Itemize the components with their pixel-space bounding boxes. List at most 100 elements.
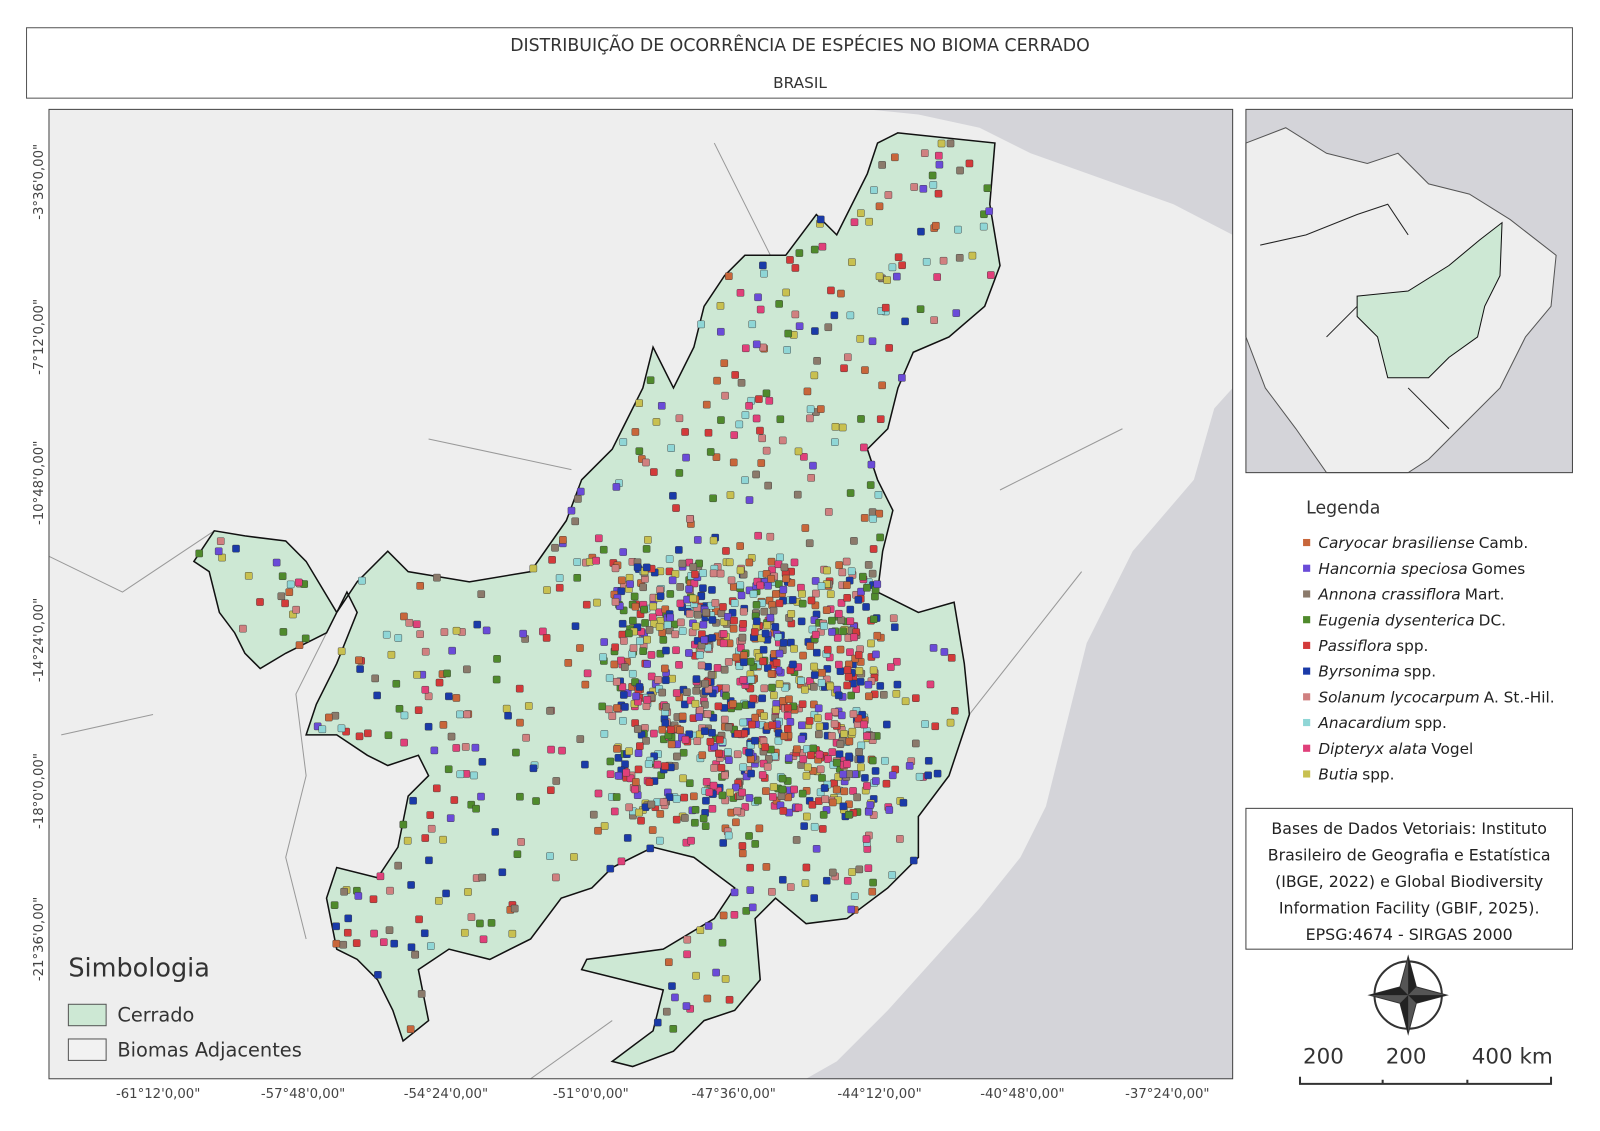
occurrence-point xyxy=(409,796,417,805)
occurrence-point xyxy=(301,634,310,643)
occurrence-point xyxy=(965,159,974,168)
species-name: Solanum lycocarpum xyxy=(1318,688,1479,706)
occurrence-point xyxy=(687,836,695,845)
occurrence-point xyxy=(855,667,864,675)
occurrence-point xyxy=(599,653,607,661)
occurrence-point xyxy=(421,834,430,842)
occurrence-point xyxy=(551,543,559,552)
occurrence-point xyxy=(696,926,705,934)
occurrence-point xyxy=(620,637,628,645)
occurrence-point xyxy=(844,353,852,362)
occurrence-point xyxy=(867,460,876,469)
occurrence-point xyxy=(762,389,771,398)
occurrence-point xyxy=(636,637,644,645)
occurrence-point xyxy=(800,453,808,461)
occurrence-point xyxy=(606,770,615,778)
occurrence-point xyxy=(766,532,775,541)
occurrence-point xyxy=(730,888,739,897)
occurrence-point xyxy=(815,797,823,805)
occurrence-point xyxy=(681,814,689,822)
lon-labels: -61°12'0,00" -57°48'0,00" -54°24'0,00" -51°… xyxy=(116,1087,1210,1102)
occurrence-point xyxy=(751,713,759,722)
credit-line: Brasileiro de Geografia e Estatística xyxy=(1268,845,1551,864)
occurrence-point xyxy=(614,754,623,762)
occurrence-point xyxy=(598,702,606,711)
occurrence-point xyxy=(476,919,484,928)
occurrence-point xyxy=(747,769,755,778)
occurrence-point xyxy=(630,592,639,601)
symbology-label: Cerrado xyxy=(117,1004,194,1027)
occurrence-point xyxy=(653,760,662,769)
occurrence-point xyxy=(631,602,640,611)
occurrence-point xyxy=(677,618,685,627)
occurrence-point xyxy=(861,366,869,374)
occurrence-point xyxy=(754,796,762,805)
occurrence-point xyxy=(846,648,854,656)
occurrence-point xyxy=(820,784,829,792)
subtitle: BRASIL xyxy=(773,74,827,92)
occurrence-point xyxy=(539,627,547,636)
occurrence-point xyxy=(847,691,855,700)
occurrence-point xyxy=(516,792,524,801)
occurrence-point xyxy=(356,665,364,673)
occurrence-point xyxy=(889,614,898,623)
occurrence-point xyxy=(595,534,603,543)
occurrence-point xyxy=(665,958,673,966)
occurrence-point xyxy=(924,757,933,765)
occurrence-point xyxy=(798,599,807,608)
occurrence-point xyxy=(661,664,669,673)
occurrence-point xyxy=(759,657,767,666)
occurrence-point xyxy=(857,209,865,217)
occurrence-point xyxy=(888,871,896,879)
occurrence-point xyxy=(635,399,643,407)
occurrence-point xyxy=(764,582,772,590)
occurrence-point xyxy=(691,570,699,579)
occurrence-point xyxy=(741,411,750,419)
occurrence-point xyxy=(909,856,918,865)
occurrence-point xyxy=(621,663,629,671)
occurrence-point xyxy=(829,868,837,877)
occurrence-point xyxy=(546,707,554,715)
occurrence-point xyxy=(821,795,829,803)
occurrence-point xyxy=(371,674,379,683)
occurrence-point xyxy=(583,669,592,678)
boundary xyxy=(48,142,1123,1079)
occurrence-point xyxy=(643,635,651,644)
occurrence-point xyxy=(786,256,794,264)
occurrence-point xyxy=(552,777,561,785)
occurrence-point xyxy=(912,694,920,702)
occurrence-point xyxy=(720,359,729,367)
occurrence-point xyxy=(636,742,644,750)
occurrence-point xyxy=(618,630,627,639)
occurrence-point xyxy=(645,626,654,634)
occurrence-point xyxy=(682,1002,691,1010)
occurrence-point xyxy=(863,782,871,790)
occurrence-point xyxy=(218,553,226,562)
occurrence-point xyxy=(752,617,761,626)
ocean xyxy=(806,387,1233,1079)
occurrence-point xyxy=(427,824,436,833)
occurrence-point xyxy=(369,895,378,903)
occurrence-point xyxy=(605,674,614,682)
occurrence-point xyxy=(647,672,656,681)
occurrence-point xyxy=(752,340,761,349)
occurrence-point xyxy=(774,633,783,641)
occurrence-point xyxy=(812,845,821,853)
occurrence-point xyxy=(775,649,784,658)
occurrence-point xyxy=(672,815,681,824)
occurrence-point xyxy=(738,842,747,850)
occurrence-point xyxy=(708,729,716,737)
occurrence-point xyxy=(843,877,852,885)
occurrence-point xyxy=(666,613,674,622)
occurrence-point xyxy=(921,720,929,728)
occurrence-point xyxy=(413,620,421,628)
occurrence-point xyxy=(678,559,687,568)
occurrence-point xyxy=(685,649,693,657)
occurrence-point xyxy=(859,572,867,581)
occurrence-point xyxy=(512,748,520,757)
occurrence-point xyxy=(612,678,621,686)
occurrence-point xyxy=(492,675,501,684)
occurrence-point xyxy=(736,542,744,550)
occurrence-point xyxy=(775,300,783,308)
occurrence-point xyxy=(729,458,738,467)
